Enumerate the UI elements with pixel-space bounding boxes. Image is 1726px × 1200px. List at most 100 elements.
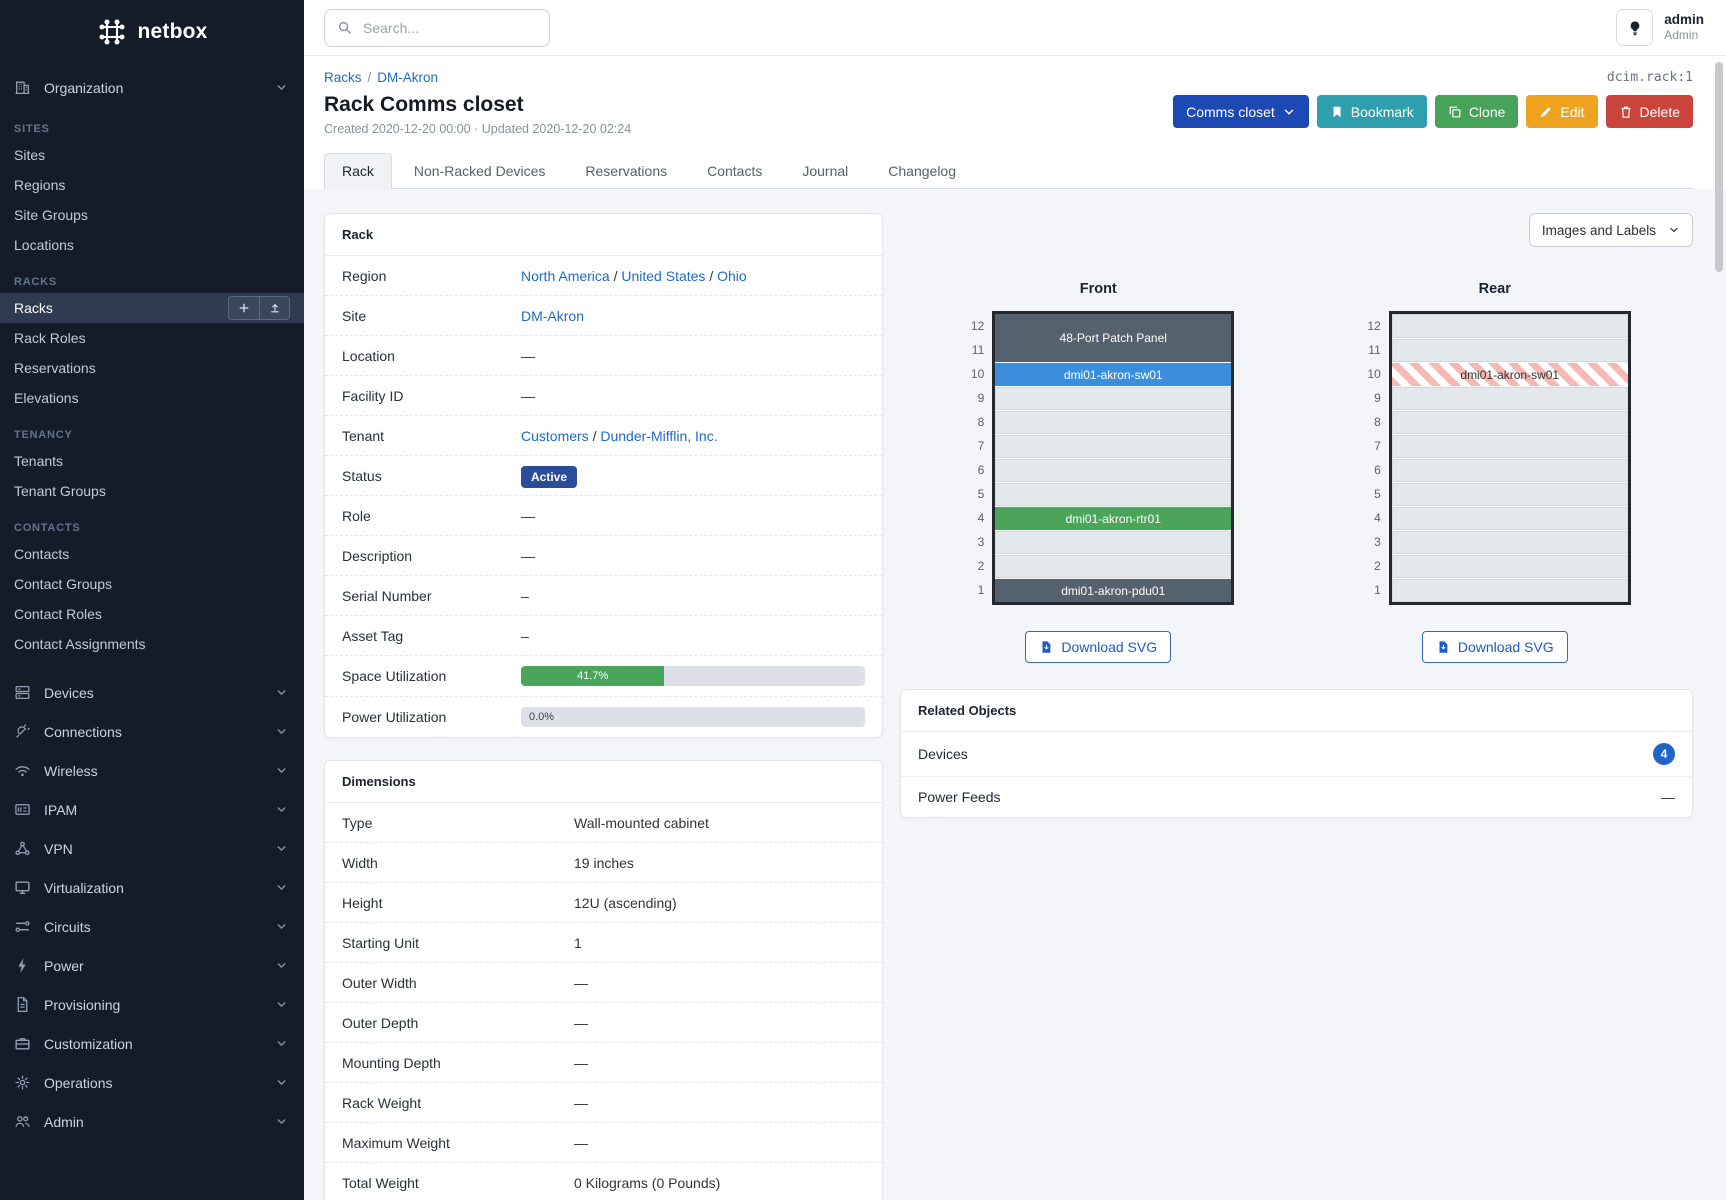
tab-changelog[interactable]: Changelog <box>888 163 957 179</box>
sidebar-menu-operations[interactable]: Operations <box>0 1063 304 1102</box>
chevron-down-icon <box>275 920 288 933</box>
utilization-text: 0.0% <box>529 711 555 723</box>
value-link-united-states[interactable]: United States <box>621 267 706 284</box>
row-value: — <box>574 1054 588 1071</box>
sidebar-item-reservations[interactable]: Reservations <box>0 353 304 383</box>
sidebar-item-label: Locations <box>14 237 74 253</box>
related-object-row-devices[interactable]: Devices 4 <box>901 732 1692 777</box>
user-menu[interactable]: admin Admin <box>1664 12 1704 43</box>
rack-unit-device[interactable]: dmi01-akron-rtr01 <box>995 506 1232 530</box>
value-link-customers[interactable]: Customers <box>521 427 589 444</box>
sidebar-menu-customization[interactable]: Customization <box>0 1024 304 1063</box>
elevation-view-select[interactable]: Images and Labels <box>1528 213 1693 247</box>
sidebar-menu-label: Organization <box>44 79 124 96</box>
rack-unit-device[interactable]: 48-Port Patch Panel <box>995 314 1232 362</box>
related-objects-panel: Related Objects Devices 4 Power Feeds — <box>900 689 1693 818</box>
sidebar-menu-label: IPAM <box>44 801 78 818</box>
value-link-dunder-mifflin-inc[interactable]: Dunder-Mifflin, Inc. <box>600 427 718 444</box>
front-download-svg-button[interactable]: Download SVG <box>1025 631 1172 663</box>
value-link-dm-akron[interactable]: DM-Akron <box>521 307 585 324</box>
rack-unit-device[interactable]: dmi01-akron-sw01 <box>1391 362 1628 386</box>
netbox-logo[interactable]: netbox <box>0 0 304 58</box>
rack-unit-empty <box>1391 458 1628 482</box>
sidebar-item-contact-assignments[interactable]: Contact Assignments <box>0 629 304 659</box>
edit-button[interactable]: Edit <box>1526 95 1598 128</box>
sidebar-menu-connections[interactable]: Connections <box>0 712 304 751</box>
sidebar-menu-devices[interactable]: Devices <box>0 673 304 712</box>
sidebar-menu-power[interactable]: Power <box>0 946 304 985</box>
import-racks-button[interactable] <box>259 296 290 320</box>
bookmark-button[interactable]: Bookmark <box>1316 95 1427 128</box>
rack-unit-empty <box>1391 578 1628 602</box>
tab-reservations[interactable]: Reservations <box>585 163 668 179</box>
sidebar-menu-organization[interactable]: Organization <box>0 68 304 107</box>
sidebar-menu-wireless[interactable]: Wireless <box>0 751 304 790</box>
briefcase-icon <box>14 1035 31 1052</box>
sidebar-menu-provisioning[interactable]: Provisioning <box>0 985 304 1024</box>
tab-bar: Rack Non-Racked Devices Reservations Contac… <box>324 153 1693 189</box>
rack-unit-number: 3 <box>977 535 985 549</box>
sidebar-item-label: Tenant Groups <box>14 483 106 499</box>
info-row-rack-weight: Rack Weight — <box>325 1083 882 1123</box>
search-input[interactable] <box>361 18 537 37</box>
breadcrumb-link-dm-akron[interactable]: DM-Akron <box>377 70 439 85</box>
tab-contacts[interactable]: Contacts <box>707 163 763 179</box>
sidebar-menu-label: Power <box>44 957 84 974</box>
related-object-row-power-feeds[interactable]: Power Feeds — <box>901 777 1692 817</box>
rack-unit-number: 2 <box>1374 559 1381 573</box>
rack-unit-number: 7 <box>1374 439 1381 453</box>
rack-unit-empty <box>1391 482 1628 506</box>
tab-rack[interactable]: Rack <box>324 153 392 189</box>
sidebar-item-sites[interactable]: Sites <box>0 140 304 170</box>
value-link-ohio[interactable]: Ohio <box>717 267 747 284</box>
tab-journal[interactable]: Journal <box>802 163 849 179</box>
sidebar-item-site-groups[interactable]: Site Groups <box>0 200 304 230</box>
clone-button[interactable]: Clone <box>1434 95 1519 128</box>
sidebar-item-contact-roles[interactable]: Contact Roles <box>0 599 304 629</box>
row-label: Power Utilization <box>342 709 447 725</box>
sidebar-menu-vpn[interactable]: VPN <box>0 829 304 868</box>
sidebar-item-contacts[interactable]: Contacts <box>0 539 304 569</box>
row-label: Description <box>342 547 413 564</box>
related-objects-title: Related Objects <box>901 690 1692 732</box>
ipam-icon <box>14 801 31 818</box>
sidebar-menu-circuits[interactable]: Circuits <box>0 907 304 946</box>
row-label: Facility ID <box>342 387 404 404</box>
sidebar-item-locations[interactable]: Locations <box>0 230 304 260</box>
sidebar-item-label: Sites <box>14 147 46 163</box>
sidebar-item-tenants[interactable]: Tenants <box>0 446 304 476</box>
chevron-down-icon <box>275 1037 288 1050</box>
rack-unit-device[interactable]: dmi01-akron-pdu01 <box>995 578 1232 602</box>
sidebar-menu-virtualization[interactable]: Virtualization <box>0 868 304 907</box>
clone-label: Clone <box>1468 103 1506 120</box>
sidebar-menu-ipam[interactable]: IPAM <box>0 790 304 829</box>
breadcrumb-link-racks[interactable]: Racks <box>324 70 362 85</box>
info-row-location: Location — <box>325 336 882 376</box>
tab-non-racked-devices[interactable]: Non-Racked Devices <box>413 163 546 179</box>
vpn-icon <box>14 840 31 857</box>
sidebar-item-racks[interactable]: Racks <box>0 293 304 323</box>
delete-button[interactable]: Delete <box>1605 95 1693 128</box>
value-link-north-america[interactable]: North America <box>521 267 610 284</box>
scrollbar-thumb[interactable] <box>1715 62 1723 272</box>
chevron-down-icon <box>275 881 288 894</box>
add-rack-button[interactable] <box>228 296 259 320</box>
sidebar-menu-admin[interactable]: Admin <box>0 1102 304 1141</box>
sidebar-item-elevations[interactable]: Elevations <box>0 383 304 413</box>
page-scrollbar[interactable] <box>1713 56 1726 1200</box>
rack-unit-device[interactable]: dmi01-akron-sw01 <box>995 362 1232 386</box>
row-value: – <box>521 627 529 644</box>
row-value: Customers / Dunder-Mifflin, Inc. <box>521 428 718 444</box>
sidebar-item-regions[interactable]: Regions <box>0 170 304 200</box>
power-icon <box>14 957 31 974</box>
sidebar-item-tenant-groups[interactable]: Tenant Groups <box>0 476 304 506</box>
row-value: — <box>574 1134 588 1151</box>
sidebar-item-rack-roles[interactable]: Rack Roles <box>0 323 304 353</box>
sidebar-menu-label: Virtualization <box>44 879 124 896</box>
theme-toggle-button[interactable] <box>1616 9 1654 46</box>
row-value: — <box>521 387 535 404</box>
search-box[interactable] <box>324 8 550 47</box>
sidebar-item-contact-groups[interactable]: Contact Groups <box>0 569 304 599</box>
comms-closet-dropdown-button[interactable]: Comms closet <box>1173 95 1309 128</box>
rear-download-svg-button[interactable]: Download SVG <box>1421 631 1568 663</box>
